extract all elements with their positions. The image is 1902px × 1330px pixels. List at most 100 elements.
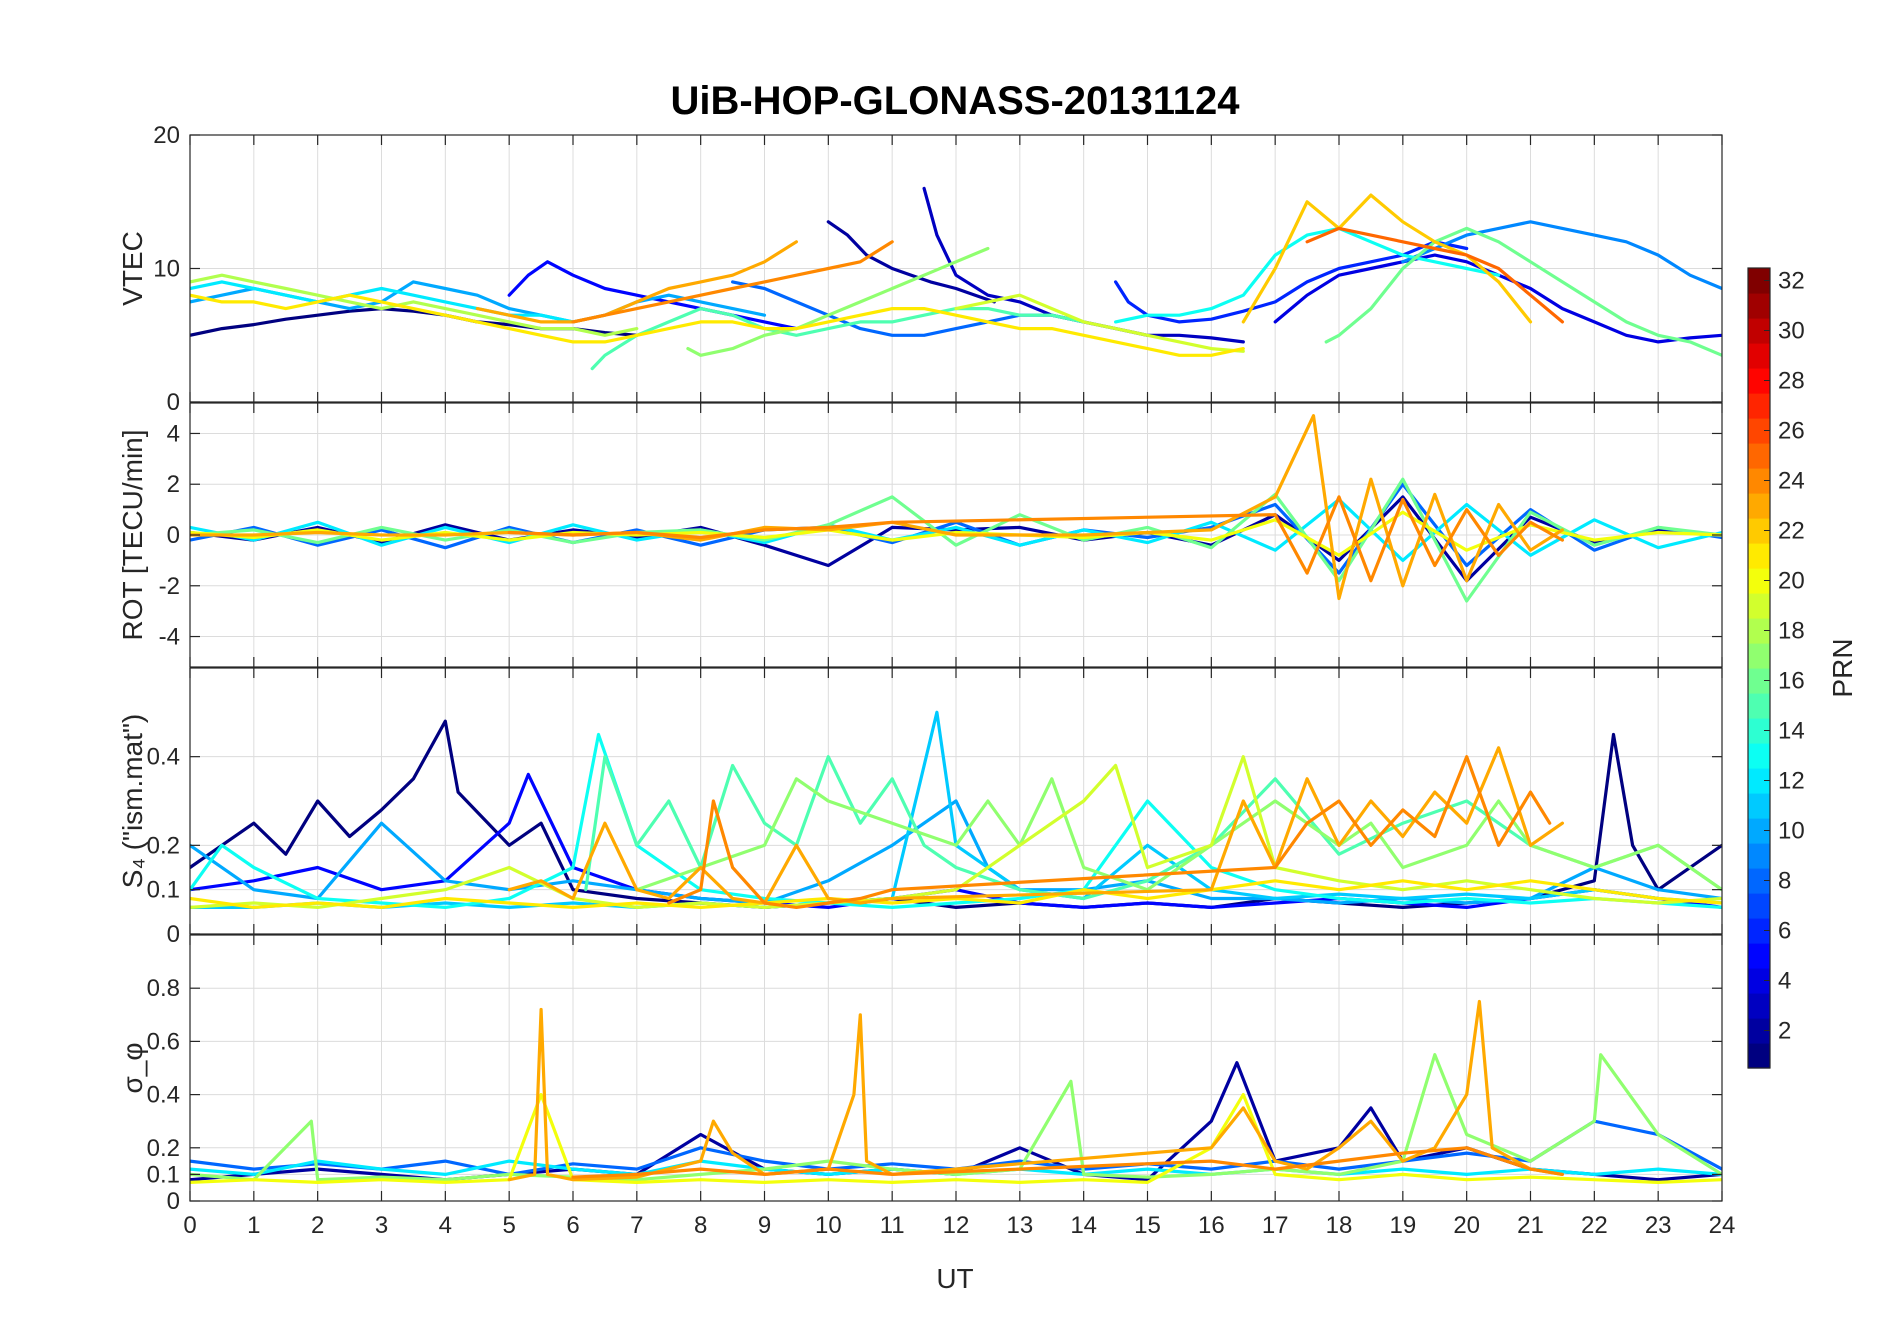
x-tick-label: 18 bbox=[1326, 1212, 1353, 1239]
x-tick-label: 3 bbox=[375, 1212, 388, 1239]
panel-4: 00.10.2 0.4 0.6 0.8 σ_φ bbox=[117, 934, 1723, 1215]
colorbar-swatch bbox=[1748, 568, 1770, 594]
colorbar-tick-label: 10 bbox=[1778, 818, 1805, 845]
series-line-prn-24 bbox=[571, 240, 894, 324]
x-tick-label: 8 bbox=[694, 1212, 707, 1239]
series-line-prn-18 bbox=[190, 273, 639, 337]
colorbar-swatch bbox=[1748, 643, 1770, 669]
gridlines bbox=[189, 403, 1723, 667]
y-axis-label: S₄ ("ism.mat") bbox=[117, 714, 148, 888]
colorbar-tick-label: 4 bbox=[1778, 968, 1791, 995]
y-tick-label: -2 bbox=[159, 573, 180, 600]
colorbar-tick-label: 16 bbox=[1778, 668, 1805, 695]
y-axis-label: VTEC bbox=[117, 231, 148, 306]
series-group bbox=[190, 999, 1722, 1185]
series-line-prn-16 bbox=[1324, 226, 1722, 357]
y-tick-label: 2 bbox=[167, 471, 180, 498]
series-line-prn-24 bbox=[571, 1146, 1565, 1179]
series-group bbox=[190, 186, 1722, 371]
colorbar-swatch bbox=[1748, 393, 1770, 419]
colorbar-swatch bbox=[1748, 268, 1770, 294]
colorbar-tick-label: 28 bbox=[1778, 368, 1805, 395]
x-tick-label: 16 bbox=[1198, 1212, 1225, 1239]
y-tick-label: 0.4 bbox=[147, 744, 180, 771]
y-tick-label: 0.4 bbox=[147, 1082, 180, 1109]
series-line-prn-23 bbox=[190, 414, 1565, 601]
panel-3: 0 0.1 0.2 0.4S₄ ("ism.mat") bbox=[117, 667, 1723, 948]
x-tick-label: 10 bbox=[815, 1212, 842, 1239]
series-group bbox=[190, 710, 1722, 910]
colorbar-swatch bbox=[1748, 693, 1770, 719]
colorbar-swatch bbox=[1748, 818, 1770, 844]
series-line-prn-13 bbox=[1113, 226, 1501, 324]
series-line-prn-21 bbox=[190, 879, 1722, 910]
series-line-prn-19 bbox=[954, 293, 1245, 353]
colorbar-swatch bbox=[1748, 493, 1770, 519]
series-line-prn-20 bbox=[190, 510, 1722, 557]
x-tick-label: 24 bbox=[1709, 1212, 1736, 1239]
x-tick-label: 2 bbox=[311, 1212, 324, 1239]
x-tick-labels: 0 1 2 3 4 5 6 7 8 9 10 11 12 13 14 15 16 17 18 19 20 21 22 23 24 bbox=[183, 1212, 1735, 1239]
colorbar-tick-label: 12 bbox=[1778, 768, 1805, 795]
y-tick-label: 0.2 bbox=[147, 832, 180, 859]
y-tick-label: 10 bbox=[153, 256, 180, 283]
x-tick-label: 21 bbox=[1517, 1212, 1544, 1239]
colorbar-swatch bbox=[1748, 468, 1770, 494]
series-line-prn-10 bbox=[190, 799, 1722, 905]
colorbar-swatch bbox=[1748, 968, 1770, 994]
x-tick-label: 15 bbox=[1134, 1212, 1161, 1239]
colorbar-tick-label: 26 bbox=[1778, 418, 1805, 445]
colorbar-tick-label: 30 bbox=[1778, 318, 1805, 345]
colorbar-swatch bbox=[1748, 768, 1770, 794]
x-tick-label: 23 bbox=[1645, 1212, 1672, 1239]
colorbar-swatch bbox=[1748, 943, 1770, 969]
y-tick-label: 0.8 bbox=[147, 975, 180, 1002]
colorbar-swatch bbox=[1748, 293, 1770, 319]
series-line-prn-24 bbox=[507, 495, 1565, 583]
y-tick-label: -4 bbox=[159, 624, 180, 651]
y-tick-label: 0.6 bbox=[147, 1028, 180, 1055]
colorbar-tick-label: 32 bbox=[1778, 268, 1805, 295]
colorbar-swatch bbox=[1748, 418, 1770, 444]
series-line-prn-15 bbox=[590, 307, 1086, 371]
panel-1: 0 10 20 VTEC bbox=[117, 122, 1723, 416]
x-tick-label: 12 bbox=[943, 1212, 970, 1239]
x-tick-label: 11 bbox=[880, 1212, 905, 1239]
x-tick-label: 5 bbox=[502, 1212, 515, 1239]
series-line-prn-9 bbox=[1401, 220, 1722, 291]
series-line-prn-16 bbox=[190, 477, 1722, 603]
panel-2: -4 -2 0 2 4 ROT [TECU/min] bbox=[117, 402, 1723, 668]
y-axis-label: ROT [TECU/min] bbox=[117, 429, 148, 640]
colorbar-swatch bbox=[1748, 443, 1770, 469]
colorbar-swatch bbox=[1748, 893, 1770, 919]
colorbar-tick-label: 20 bbox=[1778, 568, 1805, 595]
colorbar-swatch bbox=[1748, 593, 1770, 619]
series-line-prn-2 bbox=[826, 220, 996, 304]
series-line-prn-22 bbox=[1241, 193, 1533, 324]
colorbar-swatch bbox=[1748, 518, 1770, 544]
colorbar-swatch bbox=[1748, 618, 1770, 644]
y-tick-label: 0 bbox=[167, 921, 180, 948]
colorbar-swatch bbox=[1748, 718, 1770, 744]
series-line-prn-5 bbox=[507, 260, 799, 331]
x-tick-label: 13 bbox=[1006, 1212, 1033, 1239]
series-line-prn-25 bbox=[1305, 226, 1565, 324]
colorbar-swatch bbox=[1748, 1018, 1770, 1044]
x-tick-label: 1 bbox=[247, 1212, 260, 1239]
x-tick-label: 9 bbox=[758, 1212, 771, 1239]
colorbar-swatch bbox=[1748, 993, 1770, 1019]
series-line-prn-24 bbox=[667, 755, 1552, 910]
series-line-prn-17 bbox=[635, 777, 1722, 892]
series-line-prn-20 bbox=[190, 1092, 1722, 1185]
series-line-prn-11 bbox=[190, 710, 1722, 910]
series-line-prn-17 bbox=[686, 246, 990, 357]
series-line-prn-21 bbox=[190, 293, 1245, 357]
colorbar-swatch bbox=[1748, 793, 1770, 819]
x-tick-label: 20 bbox=[1453, 1212, 1480, 1239]
y-tick-label: 0.2 bbox=[147, 1135, 180, 1162]
y-axis-label: σ_φ bbox=[117, 1042, 148, 1093]
